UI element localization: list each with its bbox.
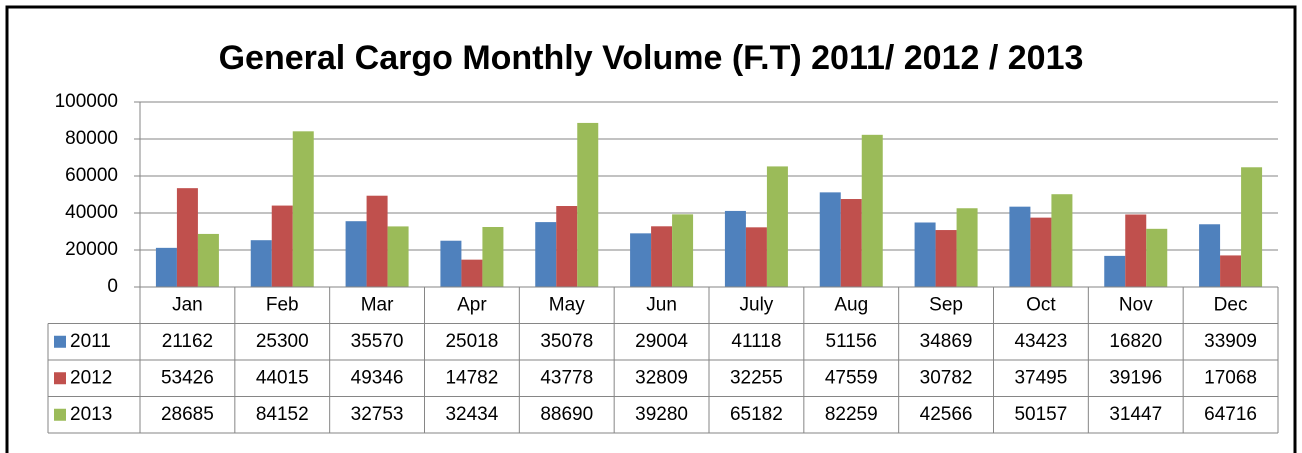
table-value: 32255: [730, 367, 783, 388]
table-value: 42566: [920, 404, 973, 425]
bar: [1009, 206, 1031, 287]
table-value: 29004: [635, 331, 688, 352]
table-value: 88690: [540, 404, 593, 425]
bar: [345, 221, 367, 287]
bar: [440, 240, 462, 287]
table-value: 14782: [445, 367, 498, 388]
table-value: 50157: [1014, 404, 1067, 425]
table-value: 43423: [1014, 331, 1067, 352]
legend-label: 2011: [70, 331, 111, 352]
bar: [1220, 255, 1242, 287]
bar: [1125, 214, 1147, 287]
table-value: 41118: [731, 331, 781, 352]
bar: [176, 188, 198, 287]
x-tick-label: Jun: [646, 294, 677, 315]
y-tick-label: 0: [107, 276, 118, 297]
bar: [366, 195, 388, 287]
table-value: 33909: [1204, 331, 1257, 352]
table-value: 65182: [730, 404, 783, 425]
bar: [630, 233, 652, 287]
y-tick-label: 60000: [65, 165, 118, 186]
y-tick-label: 40000: [65, 202, 118, 223]
table-value: 30782: [920, 367, 973, 388]
bar: [1104, 255, 1126, 287]
bar: [724, 210, 746, 287]
x-tick-label: Mar: [361, 294, 394, 315]
bar: [535, 222, 557, 287]
bar: [482, 226, 504, 287]
table-value: 44015: [256, 367, 309, 388]
table-value: 64716: [1204, 404, 1257, 425]
y-tick-label: 100000: [55, 91, 118, 112]
bar: [155, 247, 177, 287]
x-tick-label: Nov: [1119, 294, 1153, 315]
table-value: 32809: [635, 367, 688, 388]
bar: [1241, 167, 1263, 287]
table-value: 43778: [540, 367, 593, 388]
table-value: 39196: [1109, 367, 1162, 388]
table-value: 34869: [920, 331, 973, 352]
table-value: 25018: [445, 331, 498, 352]
table-value: 32434: [445, 404, 498, 425]
table-value: 16820: [1109, 331, 1162, 352]
table-value: 82259: [825, 404, 878, 425]
table-value: 49346: [351, 367, 404, 388]
table-value: 31447: [1109, 404, 1162, 425]
bar: [935, 230, 957, 287]
x-tick-label: Aug: [834, 294, 868, 315]
legend-swatch: [54, 408, 66, 421]
x-tick-label: Jan: [172, 294, 203, 315]
y-tick-label: 80000: [65, 128, 118, 149]
bar: [861, 134, 883, 287]
table-value: 53426: [161, 367, 214, 388]
legend-label: 2012: [70, 367, 112, 388]
bar: [271, 205, 293, 287]
bar: [672, 214, 694, 287]
bar: [1199, 224, 1221, 287]
legend-label: 2013: [70, 404, 112, 425]
bar: [1030, 217, 1052, 287]
x-tick-label: May: [549, 294, 585, 315]
table-value: 51156: [826, 331, 877, 352]
bar: [250, 240, 272, 287]
table-value: 35570: [351, 331, 404, 352]
table-value: 35078: [540, 331, 593, 352]
chart-border: [5, 5, 1297, 453]
bar: [914, 222, 936, 287]
x-tick-label: Sep: [929, 294, 963, 315]
bar: [1051, 194, 1073, 287]
legend-swatch: [54, 335, 66, 348]
table-value: 47559: [825, 367, 878, 388]
bar: [956, 208, 978, 287]
bar: [577, 122, 599, 288]
bar: [197, 233, 219, 287]
bar: [651, 226, 673, 287]
bar: [766, 166, 788, 287]
bar: [292, 131, 314, 287]
bar: [556, 206, 578, 287]
bar: [1146, 228, 1168, 287]
chart-title: General Cargo Monthly Volume (F.T) 2011/…: [219, 39, 1084, 77]
bar: [745, 227, 767, 287]
table-value: 17068: [1204, 367, 1257, 388]
table-value: 84152: [256, 404, 309, 425]
x-tick-label: Apr: [457, 294, 487, 315]
bar: [387, 226, 409, 287]
x-tick-label: Feb: [266, 294, 299, 315]
table-value: 32753: [351, 404, 404, 425]
x-tick-label: Dec: [1214, 294, 1248, 315]
x-tick-label: Oct: [1026, 294, 1056, 315]
table-value: 21162: [162, 331, 213, 352]
y-tick-label: 20000: [65, 239, 118, 260]
legend-swatch: [54, 372, 66, 385]
table-value: 28685: [161, 404, 214, 425]
bar: [819, 192, 841, 287]
table-value: 37495: [1014, 367, 1067, 388]
bar: [840, 199, 862, 287]
table-value: 25300: [256, 331, 309, 352]
table-value: 39280: [635, 404, 688, 425]
x-tick-label: July: [740, 294, 774, 315]
bar: [461, 259, 483, 287]
